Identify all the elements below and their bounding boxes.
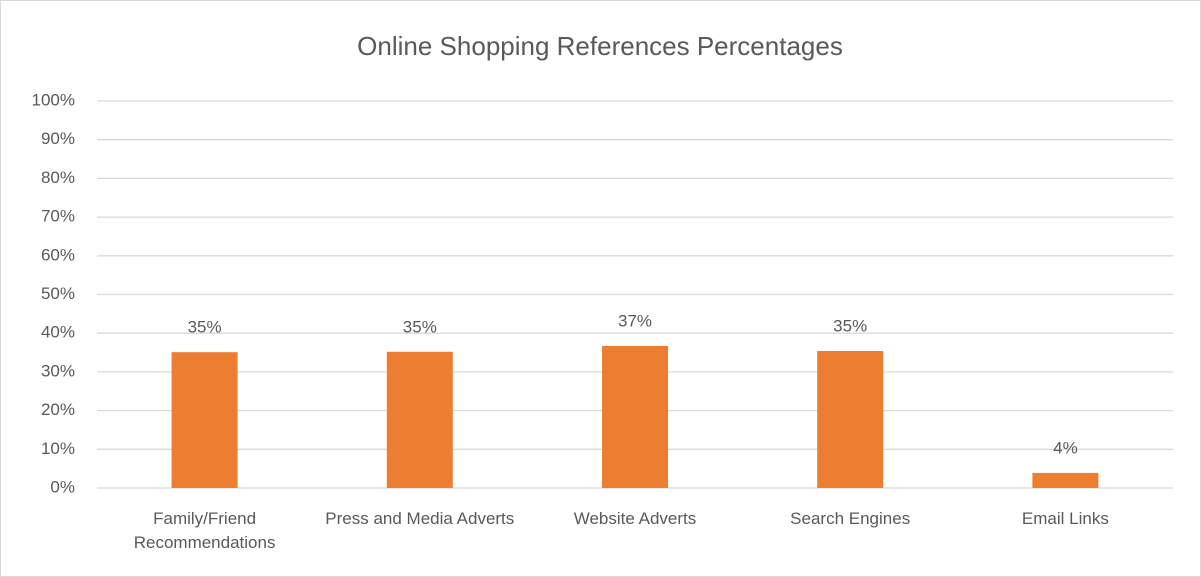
y-tick-label: 60% (41, 245, 75, 264)
y-tick-label: 90% (41, 129, 75, 148)
x-tick-label: Press and Media Adverts (325, 509, 515, 528)
chart-title: Online Shopping References Percentages (357, 31, 843, 61)
bar (386, 351, 453, 488)
x-tick-label: Search Engines (790, 509, 911, 528)
y-tick-label: 0% (50, 477, 75, 496)
data-label: 35% (188, 318, 222, 337)
y-tick-label: 80% (41, 168, 75, 187)
data-label: 37% (618, 311, 652, 330)
bar (602, 345, 668, 488)
data-label: 4% (1053, 438, 1078, 457)
x-tick-label: Family/Friend Recommendations (133, 509, 276, 552)
data-label: 35% (833, 316, 867, 335)
y-tick-label: 50% (41, 284, 75, 303)
bar (1032, 472, 1099, 488)
x-tick-label: Email Links (1021, 509, 1109, 528)
bar (171, 352, 238, 488)
bar (817, 351, 884, 488)
y-tick-label: 70% (41, 207, 75, 226)
x-tick-label: Website Adverts (573, 509, 697, 528)
y-tick-label: 100% (32, 90, 75, 109)
y-tick-label: 30% (41, 361, 75, 380)
y-tick-label: 40% (41, 323, 75, 342)
y-tick-label: 10% (41, 439, 75, 458)
y-tick-label: 20% (41, 400, 75, 419)
data-label: 35% (403, 317, 437, 336)
